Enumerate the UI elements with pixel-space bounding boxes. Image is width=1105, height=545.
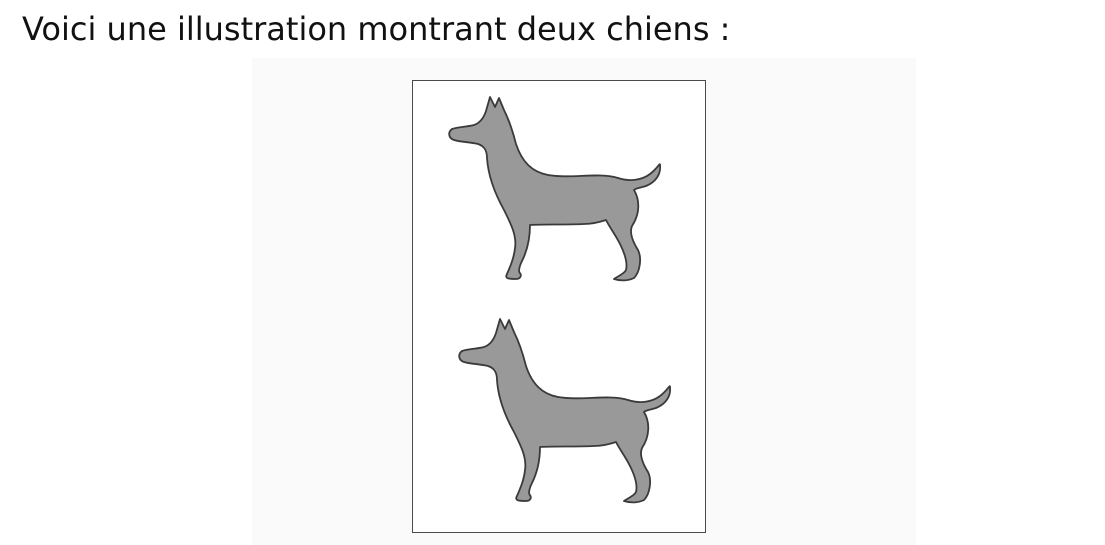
- dog-top-body: [448, 96, 661, 282]
- dog-top-svg: [448, 96, 661, 282]
- dog-silhouette-icon: [446, 96, 666, 286]
- intro-heading: Voici une illustration montrant deux chi…: [22, 10, 731, 48]
- dog-bottom-body: [458, 318, 671, 504]
- dog-bottom-svg: [458, 318, 671, 504]
- dog-silhouette-icon: [456, 318, 676, 508]
- illustration-frame: [412, 80, 706, 533]
